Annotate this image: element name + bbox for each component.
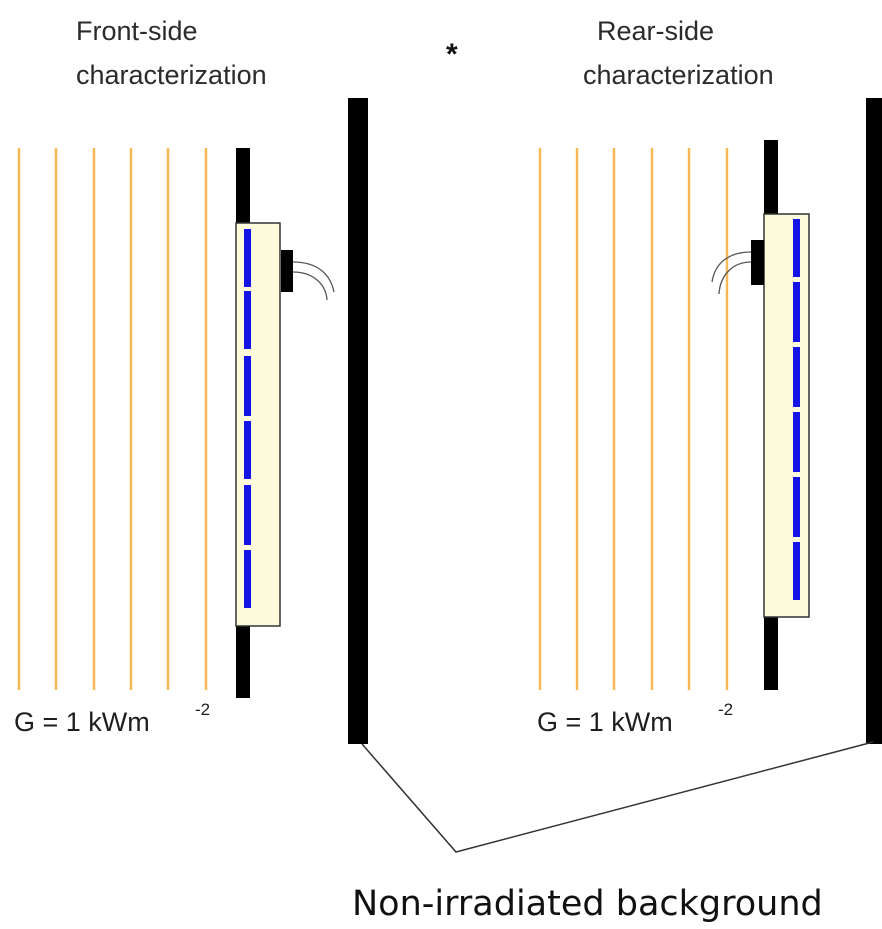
solar-cell — [793, 282, 800, 342]
cable — [711, 251, 752, 283]
rear-title-line1: Rear-side — [597, 16, 714, 46]
rear-side-setup: Rear-side characterization — [537, 16, 810, 737]
front-title-line2: characterization — [76, 60, 267, 90]
background-label: Non-irradiated background — [352, 884, 823, 924]
right-background-board — [866, 98, 882, 744]
rear-irradiance-label: G = 1 kWm — [537, 707, 673, 737]
solar-cell — [793, 542, 800, 600]
front-module-frame — [235, 222, 281, 627]
front-title-line1: Front-side — [76, 16, 198, 46]
solar-cell — [793, 412, 800, 472]
solar-cell — [244, 550, 251, 608]
rear-cables — [711, 251, 752, 295]
cable — [292, 261, 335, 293]
cable — [718, 261, 752, 295]
front-irradiance-exponent: -2 — [195, 700, 210, 719]
background-connector-lines — [361, 741, 874, 853]
asterisk-marker: * — [446, 38, 458, 71]
front-irradiance-label: G = 1 kWm — [14, 707, 150, 737]
solar-cell — [244, 291, 251, 349]
rear-irradiance-exponent: -2 — [718, 700, 733, 719]
rear-junction-box — [751, 240, 764, 285]
left-background-board — [348, 98, 368, 744]
solar-cell — [244, 485, 251, 545]
solar-cell — [244, 356, 251, 416]
front-cables — [292, 261, 335, 301]
solar-cell — [244, 421, 251, 479]
rear-light-rays — [538, 148, 729, 690]
front-cell-strip — [244, 229, 251, 608]
solar-cell — [793, 347, 800, 407]
rear-title-line2: characterization — [583, 60, 774, 90]
front-side-setup: Front-side characterization — [14, 16, 335, 737]
solar-cell — [793, 477, 800, 537]
front-light-rays — [17, 148, 208, 690]
solar-cell — [244, 229, 251, 287]
cable — [292, 271, 328, 301]
front-junction-box — [281, 250, 293, 292]
rear-module-frame — [763, 213, 810, 618]
rear-cell-strip — [793, 219, 800, 600]
solar-cell — [793, 219, 800, 277]
